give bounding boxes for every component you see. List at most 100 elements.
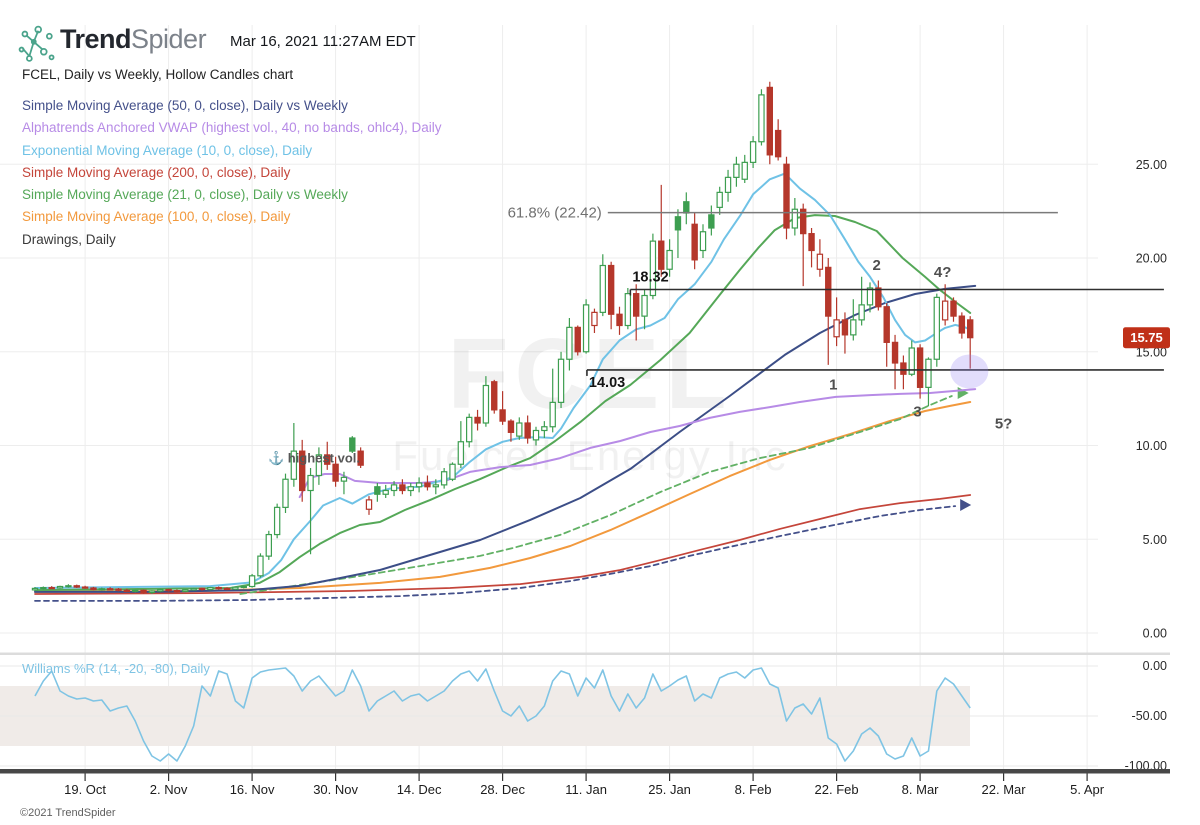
- candle[interactable]: [649, 233, 657, 300]
- candle[interactable]: [282, 473, 289, 513]
- candle[interactable]: [349, 436, 356, 453]
- candle[interactable]: [925, 357, 932, 407]
- candle[interactable]: [908, 340, 915, 377]
- candle[interactable]: [666, 239, 673, 277]
- candle[interactable]: [56, 585, 64, 589]
- candle[interactable]: [424, 475, 431, 491]
- candle[interactable]: [81, 585, 89, 589]
- candle[interactable]: [724, 169, 732, 202]
- candle[interactable]: [883, 303, 890, 367]
- candle[interactable]: [165, 588, 172, 592]
- candle[interactable]: [374, 483, 381, 502]
- candle[interactable]: [265, 530, 273, 560]
- candle[interactable]: [248, 573, 256, 588]
- candle[interactable]: [299, 439, 306, 502]
- candle[interactable]: [474, 409, 481, 431]
- candle[interactable]: [215, 586, 222, 590]
- candle[interactable]: [198, 587, 206, 591]
- candle[interactable]: [557, 351, 565, 408]
- candle[interactable]: [98, 587, 105, 591]
- candle[interactable]: [774, 119, 782, 161]
- legend-item-1[interactable]: Alphatrends Anchored VWAP (highest vol.,…: [22, 120, 442, 136]
- candle[interactable]: [482, 376, 490, 427]
- candle[interactable]: [549, 368, 556, 433]
- candle[interactable]: [591, 308, 598, 333]
- candle[interactable]: [741, 154, 748, 183]
- candle[interactable]: [641, 289, 648, 330]
- legend-item-6[interactable]: Drawings, Daily: [22, 231, 116, 247]
- legend-item-0[interactable]: Simple Moving Average (50, 0, close), Da…: [22, 98, 348, 113]
- candle[interactable]: [858, 276, 865, 326]
- candle[interactable]: [758, 89, 765, 146]
- candle[interactable]: [716, 186, 723, 215]
- candle[interactable]: [683, 192, 690, 225]
- candle[interactable]: [123, 588, 131, 593]
- candle[interactable]: [524, 415, 531, 444]
- candle[interactable]: [574, 325, 581, 356]
- candle[interactable]: [582, 299, 590, 354]
- candle[interactable]: [808, 228, 815, 268]
- candle[interactable]: [73, 584, 80, 588]
- candle[interactable]: [332, 456, 339, 487]
- candle[interactable]: [766, 81, 774, 165]
- candle[interactable]: [340, 471, 348, 495]
- candle[interactable]: [182, 589, 189, 593]
- candle[interactable]: [132, 589, 139, 593]
- candle[interactable]: [315, 447, 323, 485]
- candle[interactable]: [499, 391, 506, 425]
- candle[interactable]: [148, 590, 156, 594]
- candle[interactable]: [875, 280, 882, 311]
- candle[interactable]: [607, 261, 615, 330]
- candle[interactable]: [958, 312, 966, 339]
- candle[interactable]: [432, 479, 440, 495]
- candle[interactable]: [616, 306, 623, 335]
- candle[interactable]: [950, 297, 957, 322]
- candle[interactable]: [115, 588, 122, 592]
- candle[interactable]: [507, 419, 515, 442]
- candle[interactable]: [624, 288, 632, 330]
- candle[interactable]: [825, 258, 832, 365]
- candle[interactable]: [140, 589, 147, 594]
- candle[interactable]: [933, 293, 941, 367]
- candle[interactable]: [290, 423, 298, 487]
- legend-item-5[interactable]: Simple Moving Average (100, 0, close), D…: [22, 209, 291, 225]
- candle[interactable]: [783, 156, 790, 240]
- candle[interactable]: [382, 484, 389, 498]
- candle[interactable]: [466, 413, 473, 448]
- candle[interactable]: [941, 284, 949, 326]
- candle[interactable]: [240, 585, 247, 589]
- candle[interactable]: [799, 203, 807, 287]
- candle[interactable]: [440, 468, 448, 489]
- candle[interactable]: [324, 441, 331, 470]
- candle[interactable]: [106, 587, 114, 591]
- candle[interactable]: [407, 483, 414, 497]
- candle[interactable]: [48, 586, 55, 590]
- candle[interactable]: [516, 417, 523, 440]
- candle[interactable]: [833, 297, 840, 347]
- candle[interactable]: [599, 254, 607, 317]
- candle[interactable]: [390, 481, 398, 497]
- candle[interactable]: [223, 587, 231, 591]
- candle[interactable]: [457, 421, 465, 468]
- candle[interactable]: [850, 299, 857, 341]
- legend-item-4[interactable]: Simple Moving Average (21, 0, close), Da…: [22, 187, 348, 203]
- candle[interactable]: [900, 355, 907, 390]
- candle[interactable]: [190, 587, 197, 591]
- candle[interactable]: [891, 334, 899, 390]
- candle[interactable]: [841, 312, 849, 354]
- candle[interactable]: [916, 344, 924, 399]
- candle[interactable]: [674, 209, 682, 258]
- candle[interactable]: [966, 316, 974, 369]
- candle[interactable]: [532, 426, 540, 446]
- candle[interactable]: [632, 284, 640, 341]
- legend-item-3[interactable]: Simple Moving Average (200, 0, close), D…: [22, 164, 291, 180]
- legend-item-2[interactable]: Exponential Moving Average (10, 0, close…: [22, 142, 313, 158]
- candle[interactable]: [749, 136, 757, 168]
- candle[interactable]: [90, 586, 97, 591]
- candle[interactable]: [449, 462, 456, 482]
- candle[interactable]: [699, 224, 707, 258]
- candle[interactable]: [307, 468, 314, 555]
- candle[interactable]: [232, 586, 239, 590]
- candle[interactable]: [733, 156, 740, 187]
